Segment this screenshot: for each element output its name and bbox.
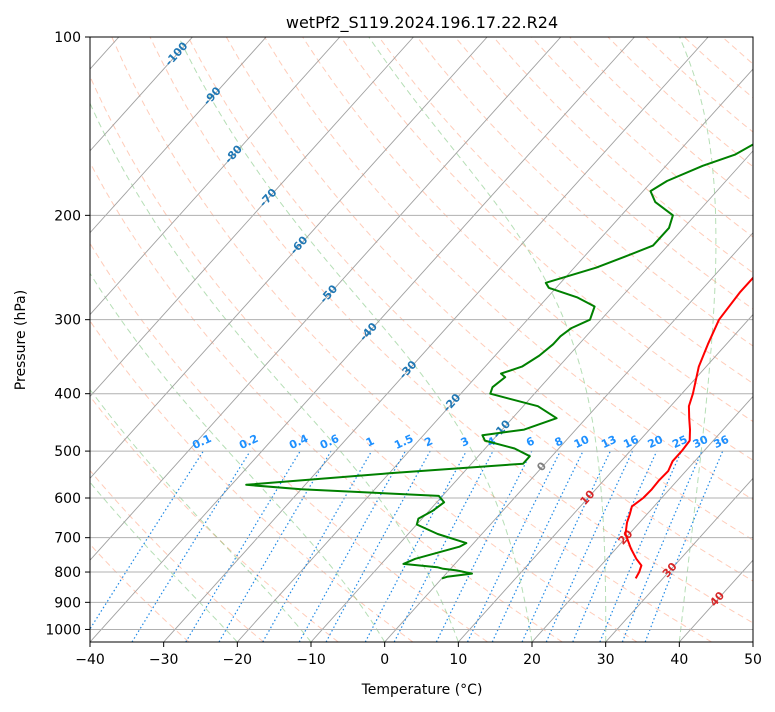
dry-adiabat [0, 37, 338, 642]
mixing-ratio-line [573, 451, 657, 642]
dry-adiabat [0, 37, 264, 642]
mixing-ratio-label: 20 [646, 433, 666, 451]
mixing-ratio-label: 8 [553, 434, 565, 449]
mixing-ratio-line [365, 451, 466, 642]
mixing-ratio-line [82, 451, 204, 642]
background-lines [0, 37, 775, 642]
dry-adiabat [0, 37, 413, 642]
x-tick-label: 10 [449, 652, 467, 668]
mixing-ratio-label: 16 [621, 433, 641, 451]
isotherm-line [753, 37, 775, 642]
dry-adiabat [379, 37, 775, 642]
x-tick-label: 40 [670, 652, 688, 668]
mixing-ratio-line [326, 451, 430, 642]
moist-adiabat [369, 37, 606, 642]
isotherm-line [532, 37, 775, 642]
x-tick-label: −30 [149, 652, 179, 668]
mixing-ratio-label: 10 [572, 433, 592, 451]
moist-adiabat [0, 37, 311, 642]
dry-adiabat [417, 37, 775, 642]
y-tick-label: 900 [54, 595, 81, 611]
mixing-ratio-label: 3 [459, 434, 471, 449]
mixing-ratio-line [600, 451, 682, 642]
moist-adiabat [0, 37, 385, 642]
x-tick-label: −40 [75, 652, 105, 668]
mixing-ratio-label: 1.5 [392, 432, 415, 452]
line-labels: -100-90-80-70-60-50-40-30-20-10010203040… [162, 39, 731, 609]
isotherm-line [0, 37, 487, 642]
y-tick-label: 200 [54, 208, 81, 224]
mixing-ratio-label: 25 [670, 433, 689, 451]
dry-adiabat [150, 37, 775, 642]
mixing-ratio-label: 13 [599, 433, 618, 451]
x-tick-label: −20 [223, 652, 253, 668]
chart-title: wetPf2_S119.2024.196.17.22.R24 [286, 13, 558, 33]
y-axis-label: Pressure (hPa) [13, 290, 29, 390]
mixing-ratio-label: 0.1 [190, 432, 213, 452]
isotherm-line [164, 37, 709, 642]
dry-adiabat [455, 37, 775, 642]
dry-adiabat [226, 37, 775, 642]
isotherm-line [16, 37, 561, 642]
x-tick-label: 20 [523, 652, 541, 668]
mixing-ratio-line [468, 451, 561, 642]
isotherm-line [0, 37, 414, 642]
y-tick-label: 400 [54, 387, 81, 403]
mixing-ratio-line [622, 451, 702, 642]
moist-adiabat [63, 37, 458, 642]
x-tick-label: 0 [380, 652, 389, 668]
plot-frame [90, 37, 753, 642]
mixing-ratio-label: 30 [691, 433, 711, 451]
isotherm-line [0, 37, 266, 642]
dry-adiabat [532, 37, 775, 642]
mixing-ratio-label: 0.4 [287, 432, 310, 452]
mixing-ratio-line [546, 451, 632, 642]
y-tick-label: 600 [54, 491, 81, 507]
dry-adiabat [684, 37, 775, 642]
dry-adiabat [493, 37, 775, 642]
x-tick-label: 50 [744, 652, 762, 668]
mixing-ratio-line [186, 451, 300, 642]
mixing-ratio-line [132, 451, 250, 642]
mixing-ratio-label: 1 [364, 434, 376, 449]
y-tick-label: 100 [54, 30, 81, 46]
mixing-ratio-label: 0.2 [237, 432, 260, 452]
dry-adiabat [265, 37, 775, 642]
y-tick-label: 800 [54, 565, 81, 581]
x-tick-label: 30 [597, 652, 615, 668]
x-axis-label: Temperature (°C) [361, 682, 483, 698]
mixing-ratio-line [492, 451, 583, 642]
moist-adiabat [0, 37, 237, 642]
y-tick-label: 700 [54, 531, 81, 547]
mixing-ratio-label: 6 [524, 434, 537, 449]
y-tick-label: 1000 [45, 622, 81, 638]
x-tick-label: −10 [296, 652, 326, 668]
isotherm-line [679, 37, 775, 642]
mixing-ratio-label: 2 [422, 434, 434, 449]
mixing-ratio-line [645, 451, 723, 642]
y-tick-label: 500 [54, 444, 81, 460]
y-tick-label: 300 [54, 313, 81, 329]
isotherm-line [458, 37, 775, 642]
